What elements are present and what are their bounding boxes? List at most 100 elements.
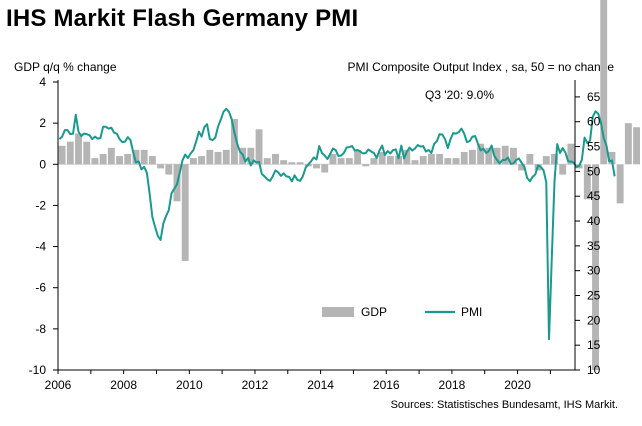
gdp-bar	[395, 156, 403, 165]
gdp-bar	[157, 164, 165, 169]
gdp-bar	[321, 164, 329, 173]
annotation: Q3 '20: 9.0%	[425, 88, 494, 102]
gdp-bar	[460, 151, 468, 165]
gdp-bar	[477, 143, 485, 165]
right-tick-label: 65	[587, 90, 601, 104]
gdp-bar	[542, 156, 550, 165]
gdp-bar	[107, 147, 115, 165]
gdp-bar	[124, 154, 132, 165]
x-axis-ticks: 2006 2008 2010 2012 2014 2016 2018 2020	[45, 370, 551, 392]
gdp-bar	[91, 158, 99, 165]
gdp-bar	[427, 154, 435, 165]
legend-gdp-label: GDP	[361, 305, 387, 319]
gdp-bar	[600, 0, 608, 165]
gdp-bar	[329, 154, 337, 165]
right-tick-label: 50	[587, 164, 601, 178]
gdp-bar	[214, 151, 222, 165]
right-axis-label: PMI Composite Output Index , sa, 50 = no…	[348, 60, 615, 74]
gdp-bar	[75, 133, 82, 165]
gdp-bar	[419, 156, 427, 165]
gdp-bar	[592, 164, 599, 370]
left-tick-label: 0	[39, 157, 46, 171]
gdp-bar	[58, 145, 66, 165]
right-tick-label: 35	[587, 239, 601, 253]
gdp-bar	[181, 164, 189, 261]
left-tick-label: -8	[35, 322, 46, 336]
left-tick-label: 4	[39, 75, 46, 89]
right-tick-label: 10	[587, 363, 601, 377]
gdp-bar	[362, 164, 370, 167]
gdp-bar	[337, 158, 345, 165]
gdp-bar	[559, 164, 567, 175]
gdp-bar	[189, 158, 197, 165]
left-tick-label: 2	[39, 116, 46, 130]
gdp-bar	[132, 149, 140, 165]
gdp-bar	[608, 151, 616, 165]
right-tick-label: 45	[587, 189, 601, 203]
gdp-bar	[370, 158, 378, 165]
gdp-bar	[518, 164, 526, 171]
gdp-bar	[255, 129, 263, 165]
left-axis-label: GDP q/q % change	[14, 60, 117, 74]
gdp-bar	[99, 154, 107, 165]
gdp-bar	[313, 164, 320, 169]
legend: GDP PMI	[322, 305, 482, 319]
gdp-bar	[452, 158, 460, 165]
pmi-line	[58, 107, 616, 341]
right-tick-label: 25	[587, 289, 601, 303]
right-tick-label: 20	[587, 313, 601, 327]
gdp-bar	[501, 145, 509, 165]
right-axis-ticks: 65 60 55 50 45 40 35 30 25 20 15 10	[575, 90, 601, 377]
gdp-bars	[58, 0, 640, 370]
x-tick-label: 2016	[373, 378, 400, 392]
gdp-bar	[624, 123, 632, 165]
right-tick-label: 15	[587, 338, 601, 352]
x-tick-label: 2014	[307, 378, 334, 392]
gdp-bar	[485, 147, 493, 165]
x-tick-label: 2008	[110, 378, 137, 392]
right-tick-label: 40	[587, 214, 601, 228]
gdp-bar	[378, 151, 386, 165]
gdp-bar	[230, 119, 238, 165]
gdp-bar	[296, 162, 304, 165]
gdp-bar	[493, 147, 501, 165]
gdp-bar	[198, 156, 206, 165]
left-tick-label: -6	[35, 281, 46, 295]
left-axis-ticks: 4 2 0 -2 -4 -6 -8 -10	[29, 75, 58, 377]
gdp-bar	[345, 158, 353, 165]
pmi-line-group	[58, 107, 616, 341]
axes	[57, 80, 576, 371]
gdp-bar	[468, 149, 476, 165]
gdp-bar	[436, 154, 444, 165]
x-tick-label: 2018	[439, 378, 466, 392]
right-tick-label: 55	[587, 140, 601, 154]
left-tick-label: -2	[35, 198, 46, 212]
gdp-bar	[551, 154, 558, 165]
gdp-bar	[272, 154, 279, 165]
chart-title: IHS Markit Flash Germany PMI	[6, 5, 359, 32]
gdp-bar	[526, 154, 534, 165]
x-tick-label: 2006	[45, 378, 72, 392]
legend-pmi-label: PMI	[461, 305, 482, 319]
legend-gdp-swatch	[322, 307, 354, 317]
gdp-bar	[116, 156, 123, 165]
x-tick-label: 2020	[504, 378, 531, 392]
gdp-bar	[247, 147, 255, 165]
gdp-bar	[411, 160, 419, 165]
source-note: Sources: Statistisches Bundesamt, IHS Ma…	[391, 399, 618, 411]
gdp-bar	[386, 156, 394, 165]
gdp-bar	[280, 160, 288, 165]
gdp-bar	[288, 162, 296, 165]
gdp-bar	[222, 149, 230, 165]
gdp-bar	[567, 143, 575, 165]
gdp-bar	[354, 149, 361, 165]
left-tick-label: -4	[35, 240, 46, 254]
gdp-bar	[444, 158, 452, 165]
gdp-bar	[633, 127, 640, 165]
right-tick-label: 60	[587, 115, 601, 129]
gdp-bar	[148, 156, 156, 165]
gdp-bar	[583, 164, 591, 200]
right-tick-label: 30	[587, 264, 601, 278]
gdp-bar	[140, 149, 148, 165]
